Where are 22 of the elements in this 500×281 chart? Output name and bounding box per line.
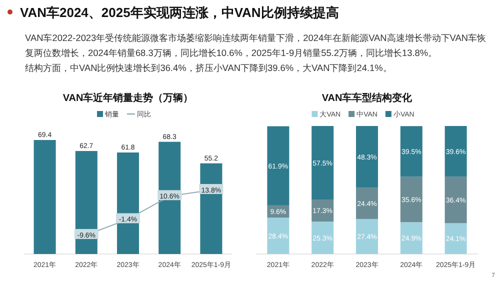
bar <box>444 176 467 224</box>
bar <box>400 126 422 177</box>
bar <box>400 176 422 222</box>
bar <box>312 222 334 254</box>
bar <box>267 218 290 254</box>
text: 结构方面，中VAN比例快速增长到36.4%，挤压小VAN下降到39.6%，大VAN下降到24.1%。 <box>25 63 392 73</box>
bar <box>356 218 378 254</box>
text: VAN车2022-2023年受传统能源微客市场萎缩影响连续两年销量下滑，2024年在新能源VAN高速增长带动下VAN车恢复两位数增长，2024年销量68.3万辆，同比增长10.6%，2025年1-9月销量55.2万辆，同比增长13.8%。 <box>25 33 486 58</box>
bar <box>267 126 290 206</box>
bar <box>75 151 98 254</box>
bar <box>158 142 181 254</box>
bar <box>444 126 467 177</box>
text: VAN车2024、2025年实现两连涨，中VAN比例持续提高 <box>20 5 339 20</box>
bar <box>356 188 378 219</box>
bar <box>117 152 139 254</box>
bar <box>312 126 334 200</box>
bar <box>400 222 422 254</box>
bar <box>34 140 56 254</box>
bar <box>444 223 467 254</box>
chart-title: VAN车近年销量走势（万辆） <box>62 92 194 104</box>
chart-title: VAN车车型结构变化 <box>322 92 414 104</box>
bar <box>356 126 378 188</box>
